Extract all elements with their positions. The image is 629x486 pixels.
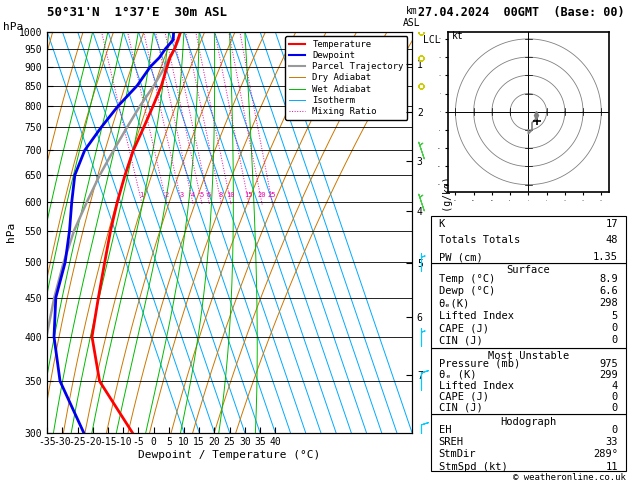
Text: 4: 4 [612, 381, 618, 391]
Text: 0: 0 [612, 403, 618, 413]
Text: 10: 10 [226, 192, 235, 198]
Text: EH: EH [438, 425, 451, 435]
Text: hPa: hPa [3, 22, 23, 32]
Text: K: K [438, 219, 445, 229]
Text: 1.35: 1.35 [593, 252, 618, 262]
Text: 6: 6 [207, 192, 211, 198]
Text: CAPE (J): CAPE (J) [438, 392, 489, 402]
Text: © weatheronline.co.uk: © weatheronline.co.uk [513, 473, 626, 482]
Text: 0: 0 [612, 392, 618, 402]
Y-axis label: hPa: hPa [6, 222, 16, 242]
Text: 25: 25 [268, 192, 276, 198]
Text: Mixing Ratio (g/kg): Mixing Ratio (g/kg) [443, 176, 454, 288]
Text: CAPE (J): CAPE (J) [438, 323, 489, 333]
X-axis label: Dewpoint / Temperature (°C): Dewpoint / Temperature (°C) [138, 450, 321, 460]
Text: kt: kt [452, 31, 464, 41]
Text: 0: 0 [612, 425, 618, 435]
Text: 5: 5 [199, 192, 204, 198]
Text: 8.9: 8.9 [599, 274, 618, 284]
Text: km
ASL: km ASL [403, 6, 421, 28]
Text: Lifted Index: Lifted Index [438, 311, 514, 321]
Text: Pressure (mb): Pressure (mb) [438, 359, 520, 369]
Text: 48: 48 [606, 235, 618, 245]
Text: Hodograph: Hodograph [500, 417, 557, 427]
Text: 50°31'N  1°37'E  30m ASL: 50°31'N 1°37'E 30m ASL [47, 6, 227, 19]
Bar [431, 348, 626, 414]
Text: CIN (J): CIN (J) [438, 403, 482, 413]
Text: Lifted Index: Lifted Index [438, 381, 514, 391]
Text: 289°: 289° [593, 450, 618, 459]
Bar [431, 263, 626, 348]
Text: 33: 33 [606, 437, 618, 447]
Text: 298: 298 [599, 298, 618, 309]
Text: 11: 11 [606, 462, 618, 472]
Text: Totals Totals: Totals Totals [438, 235, 520, 245]
Text: CIN (J): CIN (J) [438, 335, 482, 346]
Text: 6.6: 6.6 [599, 286, 618, 296]
Text: 3: 3 [179, 192, 184, 198]
Text: 15: 15 [244, 192, 253, 198]
Text: Most Unstable: Most Unstable [487, 350, 569, 361]
Text: θₑ (K): θₑ (K) [438, 370, 476, 380]
Text: 2: 2 [164, 192, 169, 198]
Text: PW (cm): PW (cm) [438, 252, 482, 262]
Text: 0: 0 [612, 335, 618, 346]
Text: 20: 20 [257, 192, 266, 198]
Text: 17: 17 [606, 219, 618, 229]
Text: StmSpd (kt): StmSpd (kt) [438, 462, 508, 472]
Text: 299: 299 [599, 370, 618, 380]
Text: 27.04.2024  00GMT  (Base: 00): 27.04.2024 00GMT (Base: 00) [418, 6, 625, 19]
Text: Surface: Surface [506, 265, 550, 276]
Text: θₑ(K): θₑ(K) [438, 298, 470, 309]
Text: 8: 8 [219, 192, 223, 198]
Text: 4: 4 [191, 192, 195, 198]
Text: 975: 975 [599, 359, 618, 369]
Text: 0: 0 [612, 323, 618, 333]
Text: LCL: LCL [423, 35, 440, 45]
Text: 1: 1 [140, 192, 143, 198]
Bar [431, 216, 626, 263]
Text: Dewp (°C): Dewp (°C) [438, 286, 495, 296]
Legend: Temperature, Dewpoint, Parcel Trajectory, Dry Adiabat, Wet Adiabat, Isotherm, Mi: Temperature, Dewpoint, Parcel Trajectory… [286, 36, 408, 120]
Bar [431, 414, 626, 471]
Text: StmDir: StmDir [438, 450, 476, 459]
Text: Temp (°C): Temp (°C) [438, 274, 495, 284]
Text: SREH: SREH [438, 437, 464, 447]
Text: 5: 5 [612, 311, 618, 321]
